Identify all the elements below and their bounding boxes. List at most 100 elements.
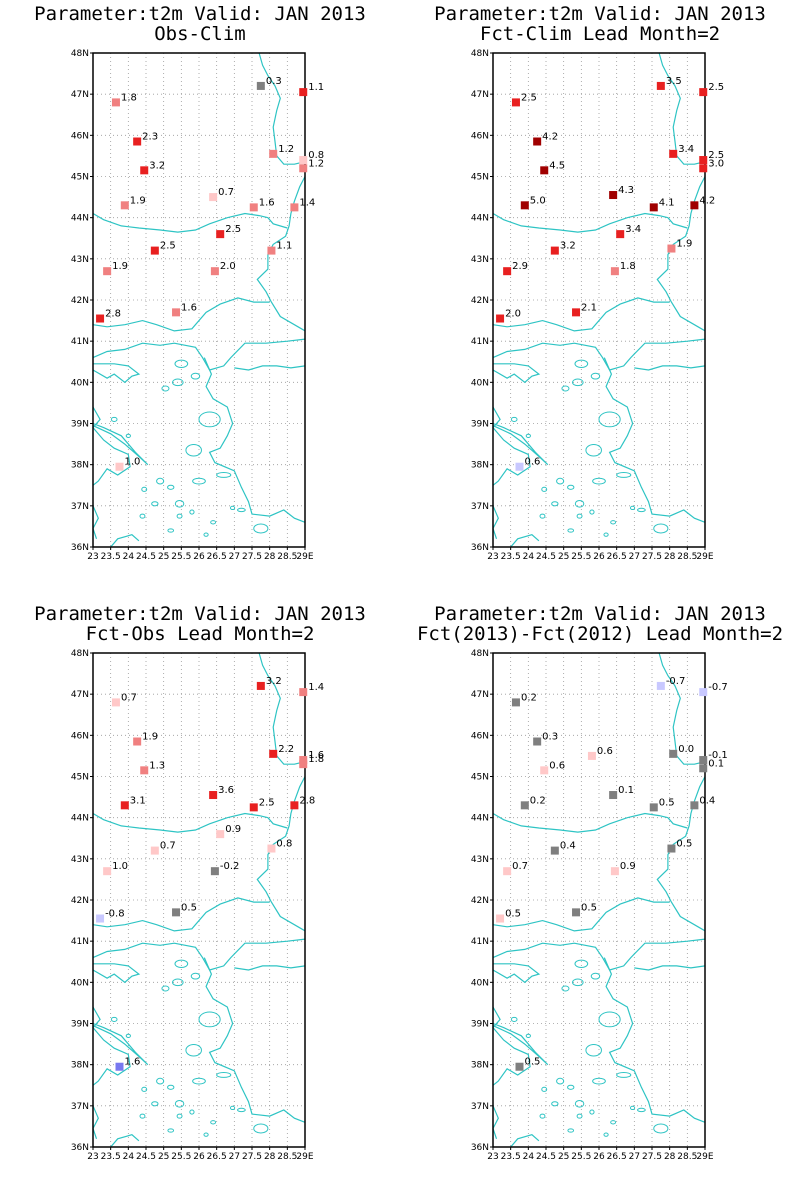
lat-tick-label: 37N [471, 1102, 489, 1112]
station-value-label: -0.7 [708, 682, 728, 693]
panel-title: Parameter:t2m Valid: JAN 2013 [434, 603, 766, 625]
panel-title: Parameter:t2m Valid: JAN 2013 [34, 603, 366, 625]
lat-tick-label: 46N [71, 131, 89, 141]
station-value-label: 3.5 [666, 76, 682, 87]
station-value-label: 1.4 [308, 682, 324, 693]
lat-tick-label: 45N [471, 173, 489, 183]
station-value-label: 0.3 [266, 76, 282, 87]
lat-tick-label: 41N [471, 937, 489, 947]
lat-tick-label: 45N [71, 773, 89, 783]
station-marker [111, 98, 120, 107]
station-value-label: 0.7 [160, 841, 176, 852]
lon-tick-label: 27 [629, 552, 640, 562]
station-value-label: 1.0 [112, 861, 128, 872]
station-value-label: 2.5 [521, 92, 537, 103]
station-value-label: 0.9 [225, 824, 241, 835]
station-marker [115, 1062, 124, 1071]
station-marker [699, 156, 708, 165]
lon-tick-label: 25.5 [571, 552, 591, 562]
station-value-label: 0.6 [525, 457, 541, 468]
lat-tick-label: 48N [471, 649, 489, 659]
lon-tick-label: 26.5 [607, 1152, 627, 1162]
lon-tick-label: 29E [296, 1152, 313, 1162]
station-marker [610, 867, 619, 876]
station-value-label: 2.5 [225, 224, 241, 235]
station-value-label: 5.0 [530, 195, 546, 206]
station-value-label: 1.8 [308, 754, 324, 765]
lon-tick-label: 27.5 [242, 1152, 262, 1162]
station-marker [216, 830, 225, 839]
lon-tick-label: 26 [193, 552, 205, 562]
lon-tick-label: 25 [158, 552, 169, 562]
station-value-label: 0.6 [597, 746, 613, 757]
station-value-label: -0.8 [105, 909, 125, 920]
lat-tick-label: 44N [71, 814, 89, 824]
station-marker [140, 166, 149, 175]
lon-tick-label: 29E [296, 552, 313, 562]
station-value-label: 4.2 [699, 195, 715, 206]
station-marker [550, 846, 559, 855]
panel-fct-diff: Parameter:t2m Valid: JAN 2013 Fct(2013)-… [400, 600, 800, 1200]
lat-tick-label: 39N [71, 1020, 89, 1030]
lon-tick-label: 28 [264, 552, 276, 562]
station-marker [540, 166, 549, 175]
lon-tick-label: 24 [523, 552, 535, 562]
panel-subtitle: Fct-Clim Lead Month=2 [479, 23, 721, 45]
station-value-label: 1.2 [278, 144, 294, 155]
station-value-label: 3.0 [708, 158, 724, 169]
station-marker [290, 203, 299, 212]
station-marker [669, 749, 678, 758]
station-value-label: 2.1 [581, 302, 597, 313]
station-value-label: 4.1 [659, 197, 675, 208]
lon-tick-label: 27 [229, 1152, 240, 1162]
station-value-label: 1.4 [299, 197, 315, 208]
station-value-label: 1.1 [308, 82, 324, 93]
lat-tick-label: 44N [471, 814, 489, 824]
lat-tick-label: 42N [71, 896, 89, 906]
station-marker [503, 267, 512, 276]
station-marker [133, 137, 142, 146]
station-value-label: 2.2 [278, 744, 294, 755]
lon-tick-label: 27.5 [642, 552, 662, 562]
station-marker [96, 314, 105, 323]
station-marker [140, 766, 149, 775]
lat-tick-label: 43N [71, 255, 89, 265]
station-marker [520, 201, 529, 210]
lon-tick-label: 27 [229, 552, 240, 562]
lat-tick-label: 42N [471, 296, 489, 306]
station-value-label: 0.7 [218, 187, 234, 198]
station-value-label: 0.4 [560, 841, 576, 852]
station-marker [249, 203, 258, 212]
station-value-label: 3.4 [678, 144, 694, 155]
lat-tick-label: 38N [71, 1061, 89, 1071]
station-marker [609, 191, 618, 200]
station-value-label: -0.1 [708, 750, 728, 761]
station-value-label: 2.3 [142, 132, 158, 143]
lat-tick-label: 36N [471, 543, 489, 553]
station-marker [209, 193, 218, 202]
station-value-label: 0.7 [512, 861, 528, 872]
station-value-label: 3.1 [130, 795, 146, 806]
station-value-label: 0.8 [276, 839, 292, 850]
station-value-label: 1.1 [276, 241, 292, 252]
station-value-label: 0.5 [505, 909, 521, 920]
lat-tick-label: 39N [471, 420, 489, 430]
lon-tick-label: 28.5 [277, 552, 297, 562]
station-marker [256, 81, 265, 90]
lat-tick-label: 39N [71, 420, 89, 430]
lat-tick-label: 44N [71, 214, 89, 224]
lat-tick-label: 37N [71, 502, 89, 512]
station-value-label: 1.2 [308, 158, 324, 169]
station-value-label: 0.5 [659, 797, 675, 808]
panel-title: Parameter:t2m Valid: JAN 2013 [434, 3, 766, 25]
station-marker [616, 230, 625, 239]
station-marker [515, 1062, 524, 1071]
lon-tick-label: 27.5 [642, 1152, 662, 1162]
station-marker [610, 267, 619, 276]
lat-tick-label: 45N [71, 173, 89, 183]
station-value-label: 1.9 [142, 732, 158, 743]
lat-tick-label: 38N [471, 461, 489, 471]
station-value-label: 3.6 [218, 785, 234, 796]
station-value-label: 3.2 [149, 160, 165, 171]
lon-tick-label: 23.5 [501, 1152, 521, 1162]
